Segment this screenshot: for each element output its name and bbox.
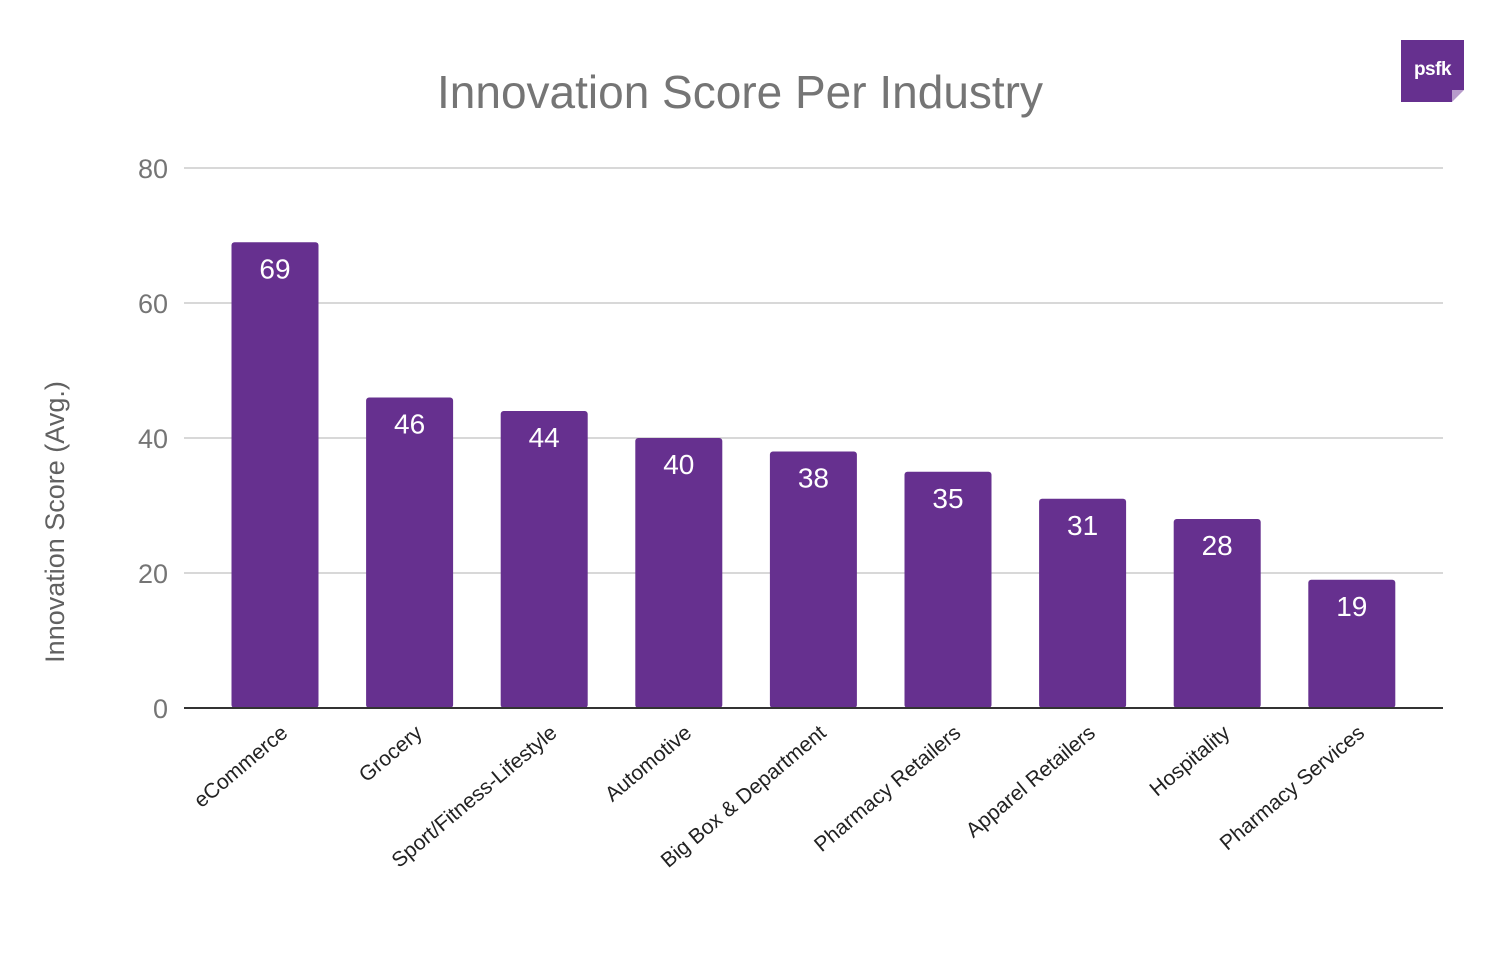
bar-data-label: 38 bbox=[798, 463, 829, 494]
y-tick-label: 80 bbox=[138, 154, 168, 184]
x-tick-label: Automotive bbox=[601, 721, 696, 806]
bar bbox=[769, 451, 857, 708]
y-tick-label: 20 bbox=[138, 559, 168, 589]
bar bbox=[1173, 519, 1261, 708]
psfk-logo: psfk bbox=[1401, 40, 1464, 102]
bar-data-label: 31 bbox=[1067, 510, 1098, 541]
logo-page-fold bbox=[1452, 90, 1464, 102]
y-axis-title: Innovation Score (Avg.) bbox=[40, 381, 70, 663]
x-tick-label: Pharmacy Services bbox=[1216, 721, 1369, 855]
bar bbox=[904, 471, 992, 708]
y-tick-label: 0 bbox=[153, 694, 168, 724]
chart-title: Innovation Score Per Industry bbox=[437, 66, 1043, 118]
bar bbox=[1308, 579, 1396, 708]
bar bbox=[1039, 498, 1127, 708]
bar-data-label: 35 bbox=[932, 483, 963, 514]
bar bbox=[635, 438, 723, 708]
y-tick-label: 60 bbox=[138, 289, 168, 319]
bar bbox=[231, 242, 319, 708]
bar bbox=[366, 397, 454, 708]
x-tick-label: Apparel Retailers bbox=[962, 721, 1100, 842]
logo-text: psfk bbox=[1413, 59, 1452, 80]
x-tick-label: Hospitality bbox=[1145, 721, 1234, 801]
bar-data-label: 69 bbox=[259, 253, 290, 284]
x-tick-label: eCommerce bbox=[190, 721, 292, 812]
bar bbox=[500, 411, 588, 708]
bar-data-label: 40 bbox=[663, 449, 694, 480]
x-tick-label: Pharmacy Retailers bbox=[810, 721, 965, 856]
bar-data-label: 19 bbox=[1336, 591, 1367, 622]
bar-data-label: 28 bbox=[1202, 530, 1233, 561]
bar-data-label: 46 bbox=[394, 409, 425, 440]
bar-data-label: 44 bbox=[529, 422, 560, 453]
y-tick-label: 40 bbox=[138, 424, 168, 454]
x-tick-label: Grocery bbox=[355, 721, 427, 787]
